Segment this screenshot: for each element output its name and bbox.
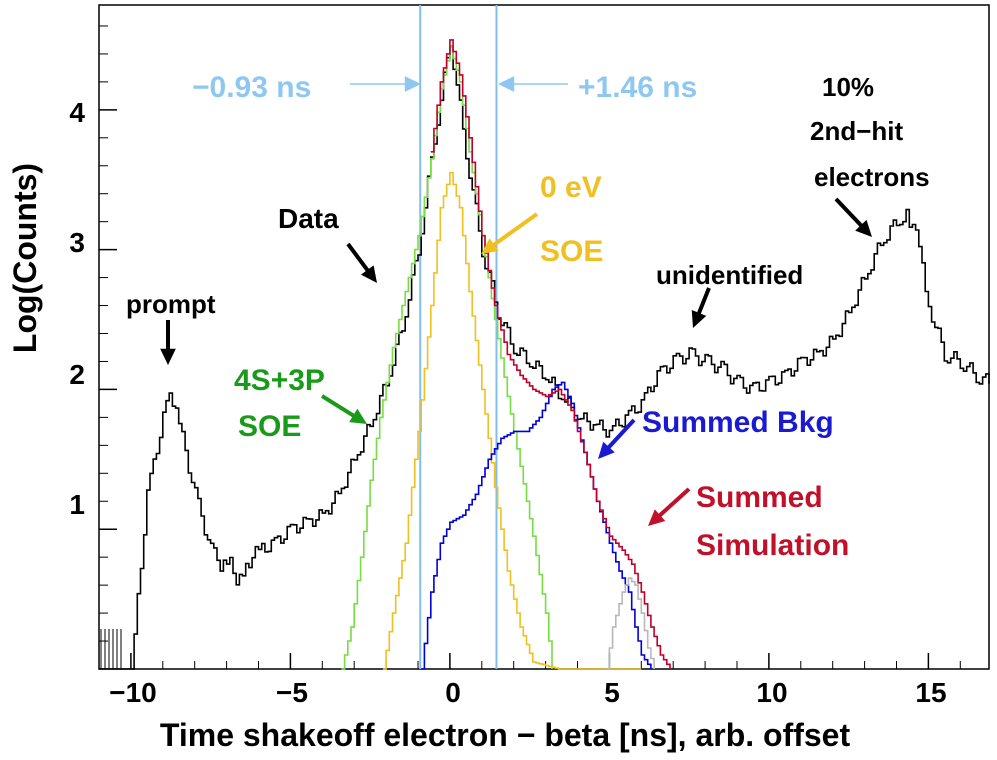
tick-label-x-1: −5 <box>276 677 308 708</box>
tick-label-x-3: 5 <box>604 677 620 708</box>
x-axis-label: Time shakeoff electron − beta [ns], arb.… <box>160 717 851 753</box>
plus-window-arrow <box>498 76 568 92</box>
annotation-prompt: prompt <box>126 289 216 319</box>
series-4s-3p-soe <box>341 46 553 670</box>
summed-bkg-arrow <box>598 418 636 459</box>
series-summed-bkg <box>421 381 652 670</box>
tick-label-x-0: −10 <box>109 677 157 708</box>
annotation-0ev-line1: 0 eV <box>540 171 602 204</box>
unidentified-arrow <box>691 287 711 328</box>
plot-frame <box>98 4 990 670</box>
annotation-10pct-line2: 2nd−hit <box>810 116 904 146</box>
series-unlabeled-5 <box>606 577 655 670</box>
summed-sim-arrow <box>648 487 691 526</box>
tick-label-x-5: 15 <box>915 677 946 708</box>
4s3p-arrow <box>320 394 367 424</box>
series-summed-simulation <box>430 39 671 669</box>
tick-label-y-2: 3 <box>69 227 85 258</box>
annotation-summed-bkg: Summed Bkg <box>642 406 834 439</box>
annotation-minus-window: −0.93 ns <box>192 71 311 104</box>
annotation-10pct-line3: electrons <box>814 162 930 192</box>
prompt-arrow <box>160 320 176 365</box>
annotation-plus-window: +1.46 ns <box>578 71 697 104</box>
annotation-summed-sim-line1: Summed <box>696 481 823 514</box>
annotation-4s3p-line1: 4S+3P <box>234 364 325 397</box>
annotation-arrows <box>160 76 872 526</box>
series-data <box>99 45 990 670</box>
series-group <box>99 39 990 670</box>
minus-window-arrow <box>350 76 421 92</box>
tick-label-y-3: 4 <box>69 97 85 128</box>
window-lines <box>419 5 498 669</box>
annotation-10pct-line1: 10% <box>822 72 874 102</box>
tick-label-y-0: 1 <box>69 489 85 520</box>
data-arrow <box>346 242 377 283</box>
tick-label-y-1: 2 <box>69 359 85 390</box>
10pct-arrow <box>834 197 872 237</box>
annotation-data: Data <box>278 203 339 234</box>
y-axis-label: Log(Counts) <box>7 163 43 353</box>
annotation-0ev-line2: SOE <box>540 235 603 268</box>
tick-label-x-4: 10 <box>756 677 787 708</box>
tick-label-x-2: 0 <box>445 677 461 708</box>
series-0-ev-soe <box>382 171 642 670</box>
annotation-4s3p-line2: SOE <box>238 410 301 443</box>
0ev-arrow <box>481 212 539 254</box>
annotation-summed-sim-line2: Simulation <box>696 529 849 562</box>
annotation-unidentified: unidentified <box>656 260 803 290</box>
